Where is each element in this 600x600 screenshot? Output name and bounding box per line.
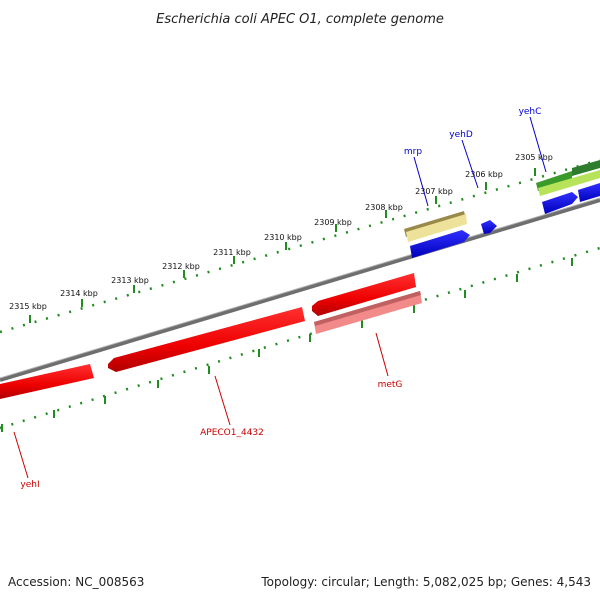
leader-apeco	[215, 376, 230, 425]
gene-label-yehI[interactable]: yehI	[20, 480, 39, 490]
gene-label-mrp[interactable]: mrp	[404, 147, 422, 157]
accession-text: Accession: NC_008563	[8, 575, 144, 589]
ruler-label: 2315 kbp	[9, 302, 47, 311]
gene-label-yehD[interactable]: yehD	[449, 130, 473, 140]
ruler-label: 2310 kbp	[264, 233, 302, 242]
ruler-label: 2306 kbp	[465, 170, 503, 179]
leader-metG	[376, 333, 388, 376]
gene-label-yehC[interactable]: yehC	[519, 107, 542, 117]
inner-ruler-ticks	[2, 258, 572, 432]
leader-yehC	[530, 117, 546, 172]
leader-yehI	[14, 432, 28, 478]
ruler-label: 2312 kbp	[162, 262, 200, 271]
ruler-label: 2313 kbp	[111, 276, 149, 285]
inner-ruler-track	[0, 248, 600, 428]
map-title: Escherichia coli APEC O1, complete genom…	[156, 12, 444, 27]
gene-label-apeco[interactable]: APECO1_4432	[200, 428, 264, 438]
ruler-label: 2314 kbp	[60, 289, 98, 298]
ruler-label: 2311 kbp	[213, 248, 251, 257]
reverse-gene-yehI[interactable]	[0, 364, 94, 399]
leader-yehD	[462, 140, 478, 188]
ruler-label: 2307 kbp	[415, 187, 453, 196]
topology-text: Topology: circular; Length: 5,082,025 bp…	[260, 575, 591, 589]
outer-ruler-track	[0, 160, 600, 332]
ruler-label: 2309 kbp	[314, 218, 352, 227]
ruler-label: 2308 kbp	[365, 203, 403, 212]
genome-backbone-highlight	[0, 198, 600, 378]
gene-label-metG[interactable]: metG	[378, 380, 403, 390]
leader-mrp	[414, 157, 428, 206]
ruler-label: 2305 kbp	[515, 153, 553, 162]
